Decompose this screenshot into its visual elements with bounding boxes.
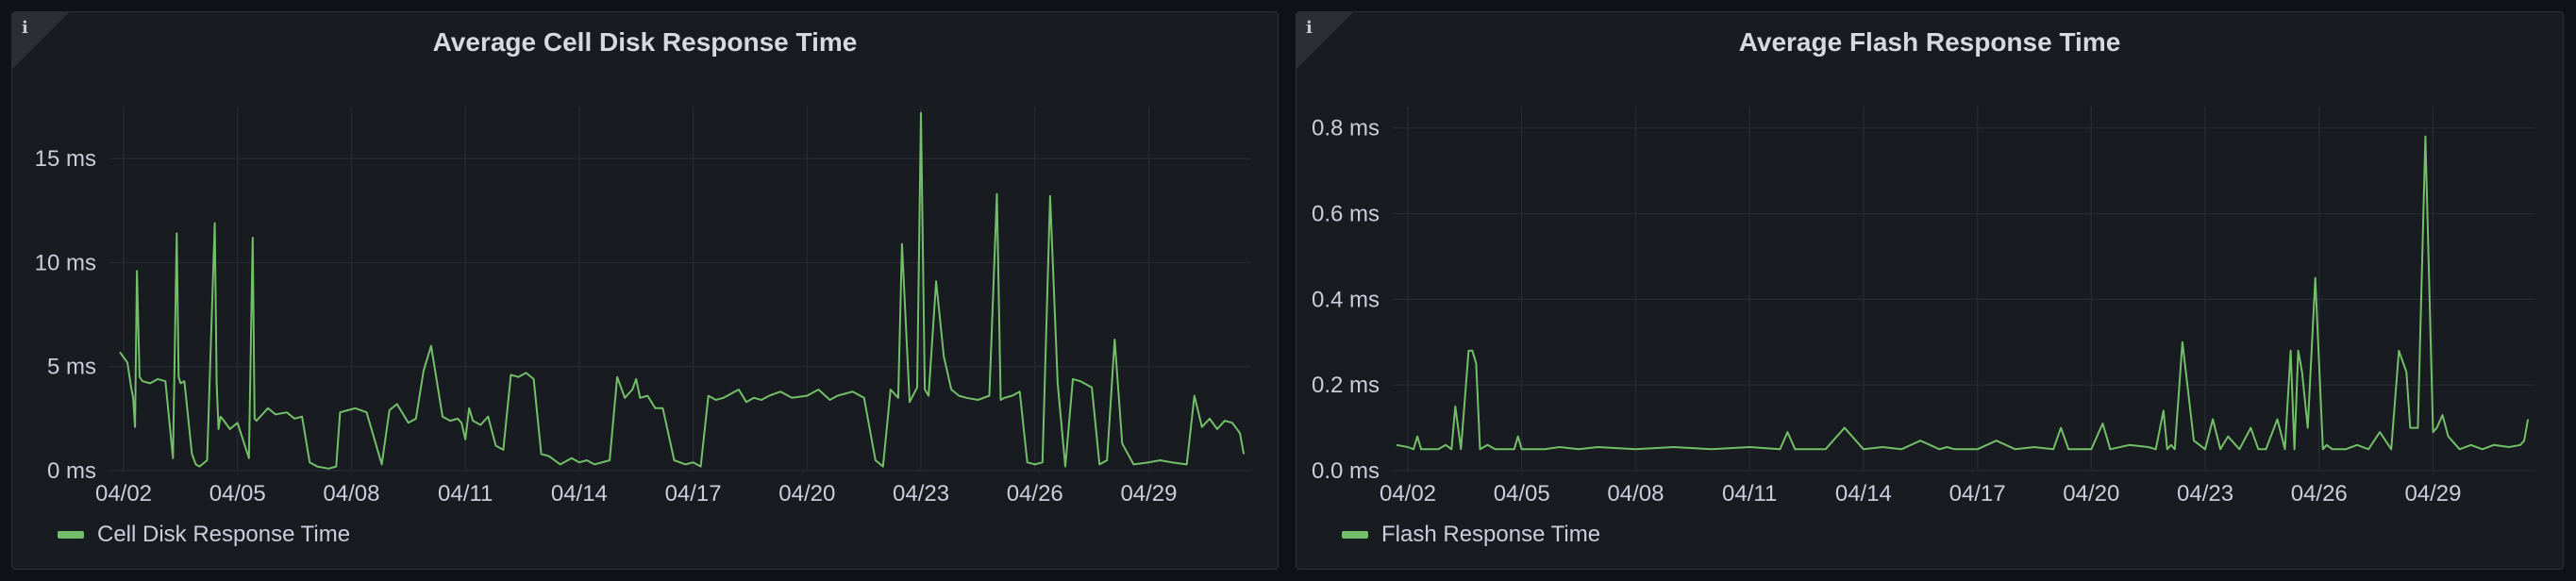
gridlines xyxy=(1393,107,2535,472)
y-tick-label: 0.0 ms xyxy=(1312,458,1380,484)
y-tick-label: 10 ms xyxy=(35,250,96,275)
y-tick-label: 0.2 ms xyxy=(1312,373,1380,398)
x-tick-label: 04/14 xyxy=(1835,481,1892,506)
x-tick-label: 04/02 xyxy=(1380,481,1436,506)
legend-label: Cell Disk Response Time xyxy=(97,522,351,547)
cell-disk-panel: i Average Cell Disk Response Time 0 ms 5 … xyxy=(11,11,1279,570)
x-tick-label: 04/26 xyxy=(2291,481,2348,506)
x-tick-label: 04/11 xyxy=(1722,481,1777,506)
x-tick-label: 04/17 xyxy=(665,481,722,506)
info-icon[interactable]: i xyxy=(1306,18,1313,38)
flash-panel: i Average Flash Response Time 0.0 ms 0.2 … xyxy=(1296,11,2564,570)
cell-disk-chart: 0 ms 5 ms 10 ms 15 ms 04/02 04/05 04/08 04/11 04… xyxy=(35,107,1251,506)
series-line xyxy=(1396,135,2530,451)
x-tick-label: 04/08 xyxy=(1607,481,1664,506)
y-tick-label: 15 ms xyxy=(35,146,96,172)
legend-swatch xyxy=(1342,531,1368,539)
y-tick-label: 0.4 ms xyxy=(1312,287,1380,312)
x-tick-label: 04/05 xyxy=(209,481,266,506)
flash-chart: 0.0 ms 0.2 ms 0.4 ms 0.6 ms 0.8 ms 04/02 04/05… xyxy=(1312,107,2535,506)
x-tick-label: 04/20 xyxy=(778,481,835,506)
info-icon[interactable]: i xyxy=(22,18,28,38)
x-tick-label: 04/17 xyxy=(1949,481,2006,506)
info-corner[interactable] xyxy=(1296,12,1353,69)
series-line xyxy=(119,111,1246,470)
x-tick-label: 04/08 xyxy=(323,481,379,506)
x-tick-label: 04/29 xyxy=(1120,481,1177,506)
x-tick-label: 04/05 xyxy=(1494,481,1550,506)
info-corner[interactable] xyxy=(12,12,69,69)
x-tick-label: 04/23 xyxy=(893,481,949,506)
y-tick-label: 0 ms xyxy=(47,458,96,484)
gridlines xyxy=(109,107,1251,472)
x-tick-label: 04/14 xyxy=(551,481,608,506)
panel-title: Average Cell Disk Response Time xyxy=(432,27,858,57)
legend[interactable]: Cell Disk Response Time xyxy=(58,522,350,548)
x-tick-label: 04/26 xyxy=(1007,481,1063,506)
x-tick-label: 04/29 xyxy=(2404,481,2461,506)
legend-label: Flash Response Time xyxy=(1381,522,1601,547)
y-tick-label: 0.8 ms xyxy=(1312,116,1380,141)
x-tick-label: 04/20 xyxy=(2063,481,2119,506)
y-tick-label: 0.6 ms xyxy=(1312,202,1380,227)
legend-swatch xyxy=(58,531,84,539)
legend[interactable]: Flash Response Time xyxy=(1342,522,1600,548)
x-tick-label: 04/11 xyxy=(438,481,493,506)
y-tick-label: 5 ms xyxy=(47,355,96,380)
x-tick-label: 04/02 xyxy=(95,481,152,506)
panel-title: Average Flash Response Time xyxy=(1738,27,2121,57)
x-tick-label: 04/23 xyxy=(2177,481,2233,506)
